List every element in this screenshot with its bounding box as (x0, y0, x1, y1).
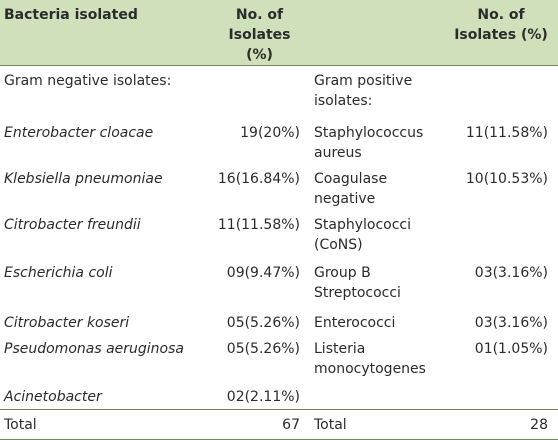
table-cell: Gram negative isolates: (4, 73, 172, 89)
table-row: Citrobacter freundii 11(11.58%) Staphyloco… (0, 210, 558, 258)
table-cell: 02(2.11%) (226, 388, 300, 405)
table-cell: 05(5.26%) (226, 340, 300, 357)
header-cell: No. of Isolates (%) (213, 0, 310, 66)
table-cell: Enterobacter cloacae (4, 124, 154, 141)
table-row: Enterobacter cloacae 19(20%) Staphylococcu… (0, 118, 558, 164)
table-cell: 05(5.26%) (226, 314, 300, 331)
table-cell (448, 382, 558, 410)
table-cell: 67 (213, 409, 310, 440)
table-cell: Escherichia coli (4, 264, 113, 281)
table-cell (448, 66, 558, 118)
table-row: Citrobacter koseri 05(5.26%) Enterococci 03… (0, 308, 558, 334)
table-body: Gram negative isolates: Gram positive iso… (0, 66, 558, 440)
table-cell: Citrobacter freundii (4, 216, 141, 233)
table-cell: 03(3.16%) (474, 264, 548, 281)
table-row: Pseudomonas aeruginosa 05(5.26%) Listeria … (0, 334, 558, 382)
header-row: Bacteria isolated No. of Isolates (%) No… (0, 0, 558, 66)
header-cell: Bacteria isolated (0, 0, 213, 66)
table-cell: Total (310, 409, 448, 440)
header-cell: No. of Isolates (%) (448, 0, 558, 66)
table-cell: 16(16.84%) (217, 170, 300, 187)
table-cell: 11(11.58%) (465, 124, 548, 141)
header-cell (310, 0, 448, 66)
table-row: Gram negative isolates: Gram positive iso… (0, 66, 558, 118)
table-cell: Enterococci (314, 314, 396, 331)
table-cell: Staphylococcus aureus (314, 124, 424, 161)
table-cell: Group B Streptococci (314, 264, 401, 301)
table-cell: Citrobacter koseri (4, 314, 130, 331)
table-cell: Listeria monocytogenes (314, 340, 426, 377)
table-cell: Gram positive isolates: (314, 73, 413, 109)
table-cell: 11(11.58%) (217, 216, 300, 233)
table-cell: Acinetobacter (4, 388, 102, 405)
table-row: Klebsiella pneumoniae 16(16.84%) Coagulase… (0, 164, 558, 210)
table-cell: Staphylococci (CoNS) (314, 216, 412, 253)
table-row: Escherichia coli 09(9.47%) Group B Strepto… (0, 258, 558, 308)
table-cell: 03(3.16%) (474, 314, 548, 331)
table-cell (213, 66, 310, 118)
table-row: Total 67 Total 28 (0, 409, 558, 440)
table-cell: 01(1.05%) (474, 340, 548, 357)
table-cell: Total (0, 409, 213, 440)
table-cell: 10(10.53%) (465, 170, 548, 187)
table-cell: Coagulase negative (314, 170, 388, 207)
table-cell: Klebsiella pneumoniae (4, 170, 163, 187)
table-row: Acinetobacter 02(2.11%) (0, 382, 558, 410)
table-cell (310, 382, 448, 410)
table-cell (448, 210, 558, 258)
table-cell: Pseudomonas aeruginosa (4, 340, 184, 357)
table-cell: 09(9.47%) (226, 264, 300, 281)
table-cell: 28 (448, 409, 558, 440)
table-cell: 19(20%) (240, 124, 300, 141)
